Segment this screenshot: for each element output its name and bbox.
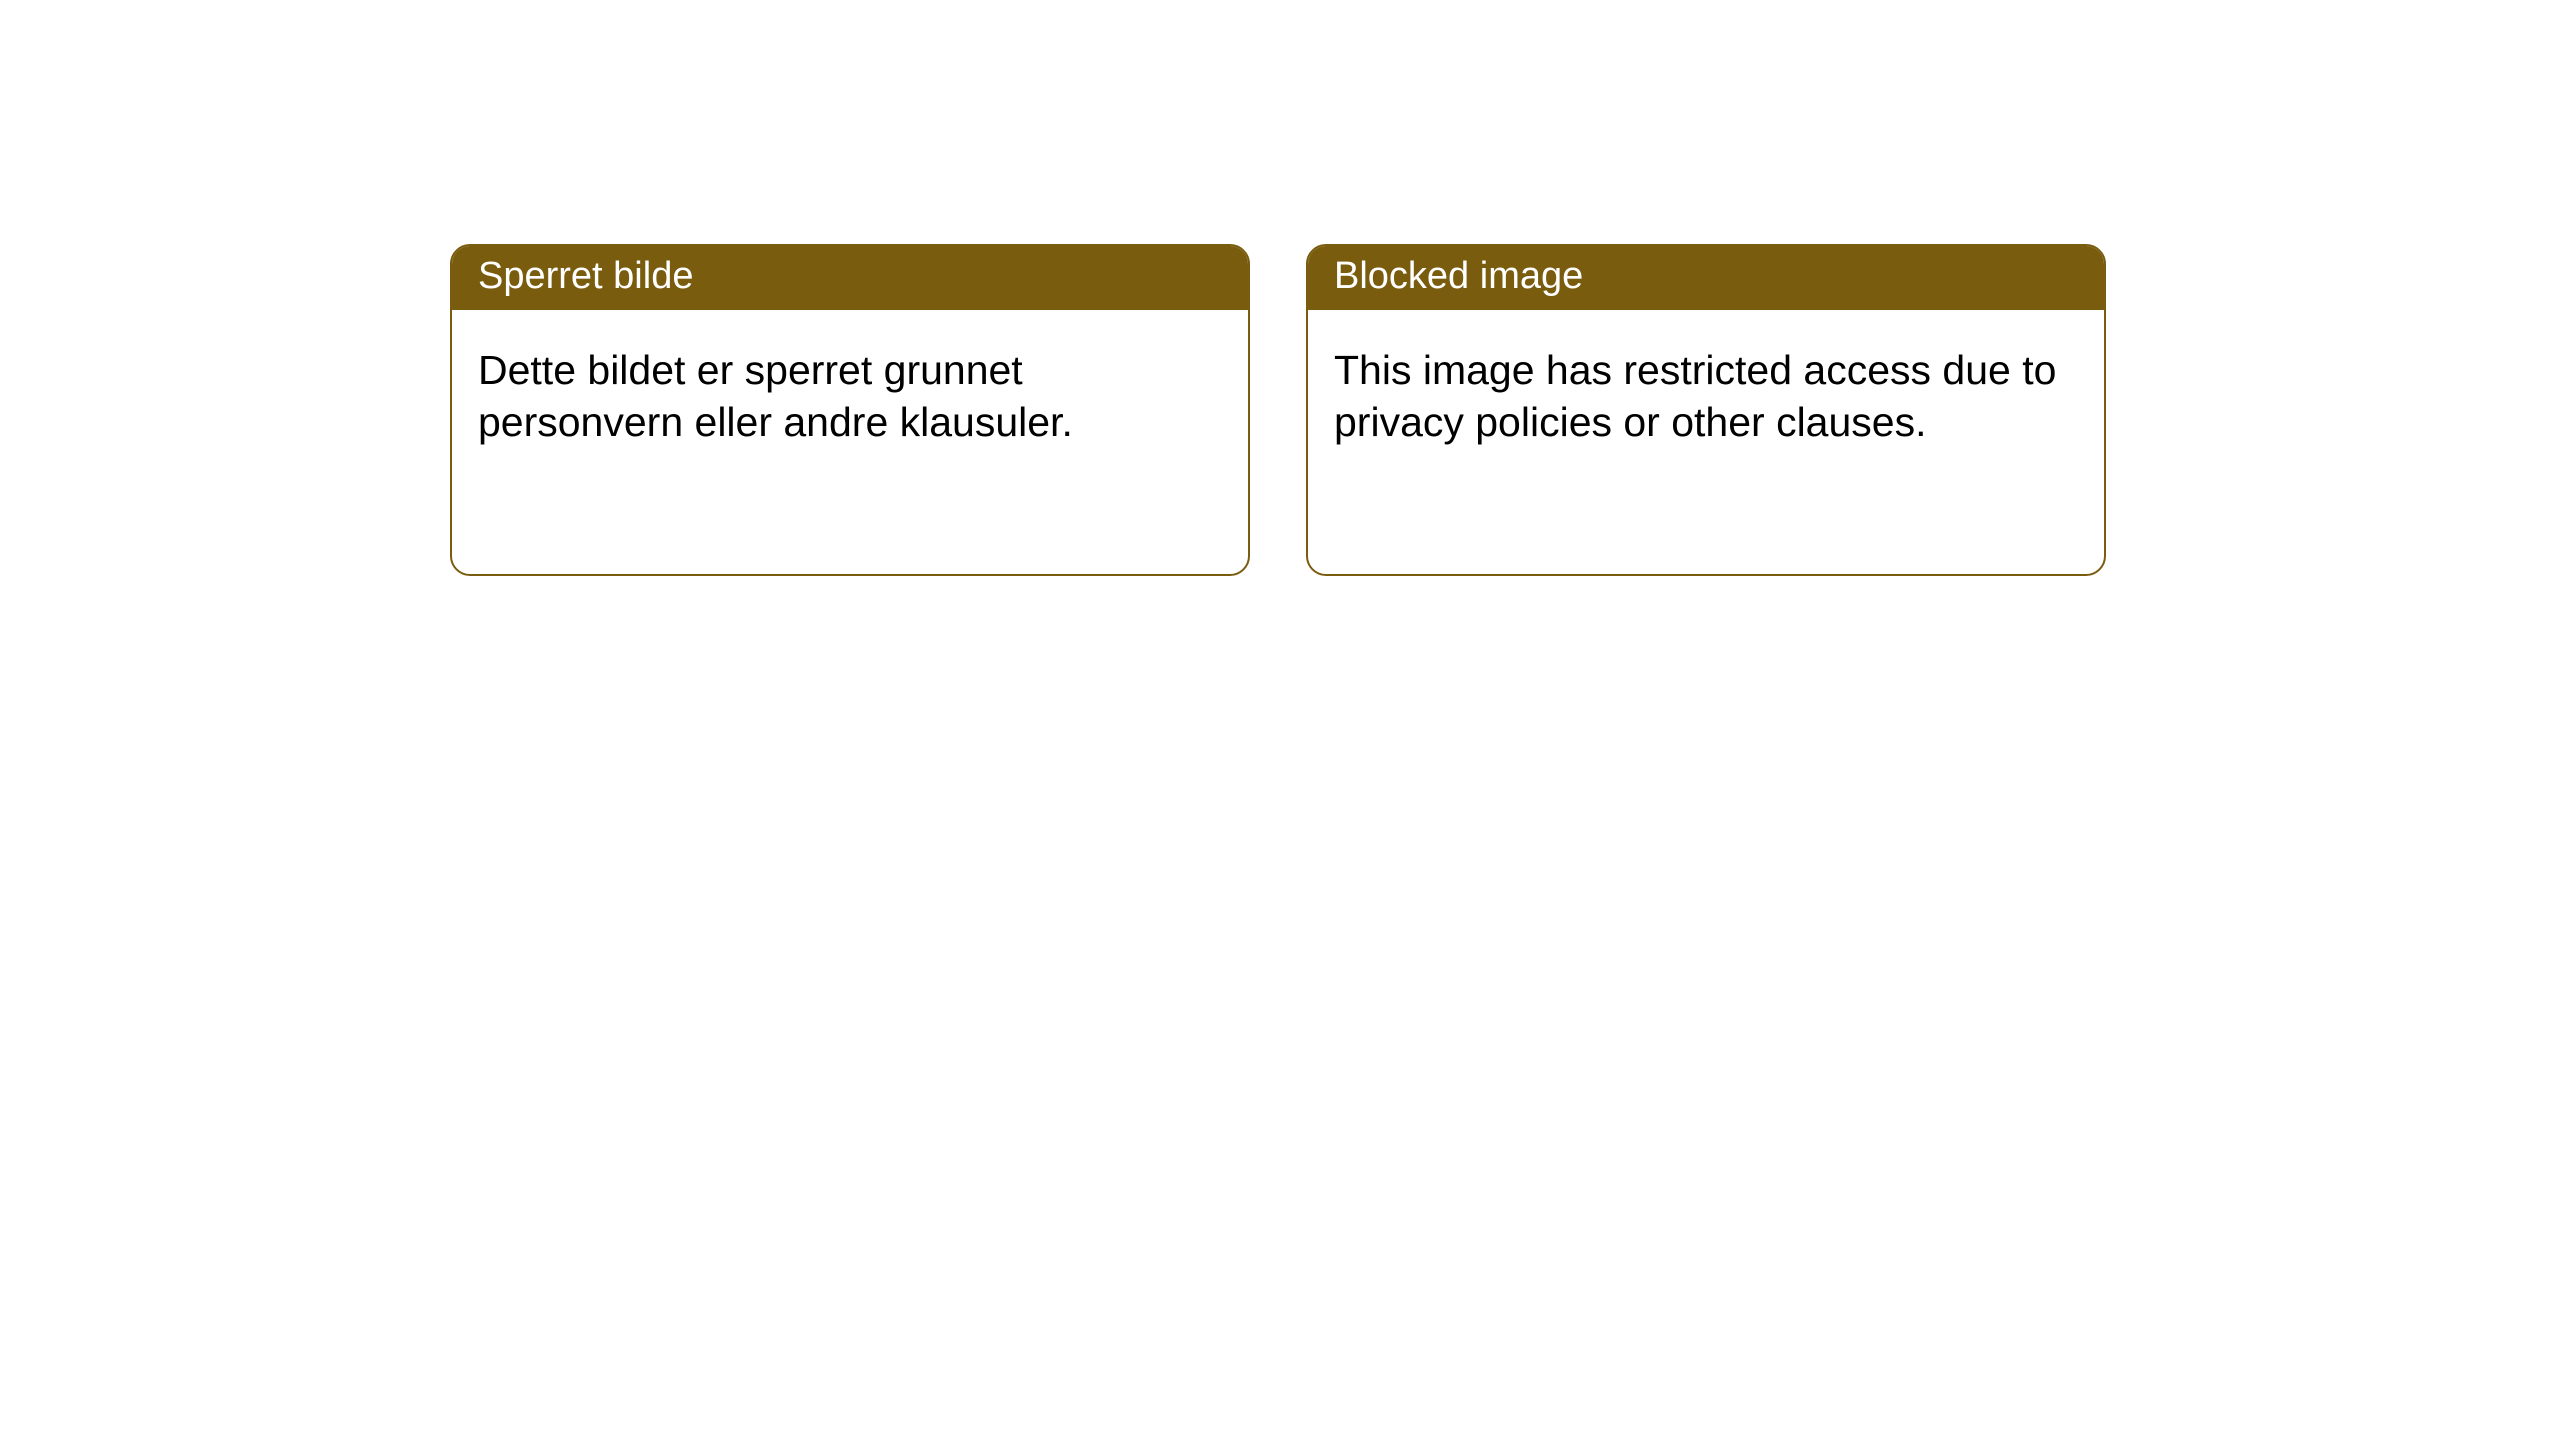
notice-title: Blocked image (1308, 246, 2104, 310)
notice-message: Dette bildet er sperret grunnet personve… (452, 310, 1248, 483)
notice-wrapper: Sperret bilde Dette bildet er sperret gr… (0, 0, 2560, 576)
blocked-image-notice-en: Blocked image This image has restricted … (1306, 244, 2106, 576)
notice-message: This image has restricted access due to … (1308, 310, 2104, 483)
notice-title: Sperret bilde (452, 246, 1248, 310)
blocked-image-notice-no: Sperret bilde Dette bildet er sperret gr… (450, 244, 1250, 576)
